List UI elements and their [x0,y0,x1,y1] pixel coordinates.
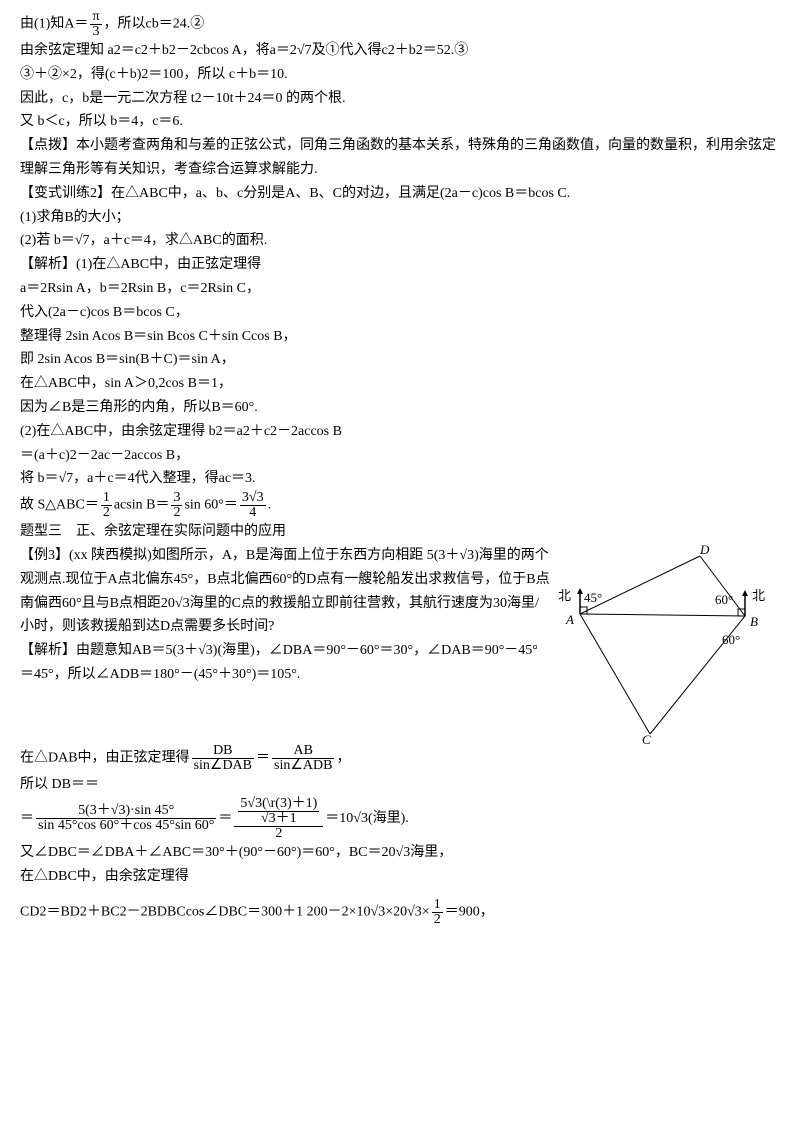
text-line: 题型三 正、余弦定理在实际问题中的应用 [20,520,780,544]
text: 由(1)知A＝ [20,17,88,32]
text: ＝ [256,751,270,766]
figure-svg: D A B C 北 北 45° 60° 60° [550,544,770,744]
numerator: 5√3(\r(3)＋1)√3＋1 [234,797,323,827]
figure-wrap-block: 【例3】(xx 陕西模拟)如图所示，A，B是海面上位于东西方向相距 5(3＋√3… [20,544,780,744]
label-60b: 60° [722,632,740,647]
north-arrowhead-a [577,588,583,594]
text-line: 将 b＝√7，a＋c＝4代入整理，得ac＝3. [20,467,780,491]
text: ＝ [20,811,34,826]
fraction: 3√34 [240,491,266,520]
text-line: 整理得 2sin Acos B＝sin Bcos C＋sin Ccos B， [20,325,780,349]
text-line: 由(1)知A＝π3，所以cb＝24.② [20,10,780,39]
text: 在△DAB中，由正弦定理得 [20,751,190,766]
document-page: 由(1)知A＝π3，所以cb＝24.② 由余弦定理知 a2＝c2＋b2－2cbc… [0,0,800,947]
text-line: 【例3】(xx 陕西模拟)如图所示，A，B是海面上位于东西方向相距 5(3＋√3… [20,544,550,639]
text: ＝10√3(海里). [325,811,409,826]
fraction: π3 [90,10,101,39]
text: sin 60°＝ [184,498,237,513]
text-line: (2)在△ABC中，由余弦定理得 b2＝a2＋c2－2accos B [20,420,780,444]
text-line: 在△ABC中，sin A＞0,2cos B＝1， [20,372,780,396]
north-arrowhead-b [742,590,748,596]
line-AD [580,556,700,614]
denominator: 2 [101,506,112,520]
denominator: sin∠DAB [192,759,254,773]
text-line: 【变式训练2】在△ABC中，a、b、c分别是A、B、C的对边，且满足(2a－c)… [20,182,780,206]
label-60a: 60° [715,592,733,607]
line-AB [580,614,745,616]
line-AC [580,614,650,734]
text-line: ＝5(3＋√3)·sin 45°sin 45°cos 60°＋cos 45°si… [20,797,780,841]
denominator: 2 [432,913,443,927]
denominator: 2 [171,506,182,520]
text-line: 即 2sin Acos B＝sin(B＋C)＝sin A， [20,348,780,372]
numerator: 5√3(\r(3)＋1) [238,797,319,812]
fraction: 5(3＋√3)·sin 45°sin 45°cos 60°＋cos 45°sin… [36,804,216,833]
wrapped-text: 【例3】(xx 陕西模拟)如图所示，A，B是海面上位于东西方向相距 5(3＋√3… [20,544,550,687]
text-line: ③＋②×2，得(c＋b)2＝100，所以 c＋b＝10. [20,63,780,87]
fraction: ABsin∠ADB [272,744,334,773]
text-line: 故 S△ABC＝12acsin B＝32sin 60°＝3√34. [20,491,780,520]
denominator: 3 [90,25,101,39]
fraction: 32 [171,491,182,520]
numerator: 1 [432,898,443,913]
numerator: 3√3 [240,491,266,506]
fraction: DBsin∠DAB [192,744,254,773]
text-line: (2)若 b＝√7，a＋c＝4，求△ABC的面积. [20,229,780,253]
text-line: 因为∠B是三角形的内角，所以B＝60°. [20,396,780,420]
text-line: ＝(a＋c)2－2ac－2accos B， [20,444,780,468]
text-line: 【解析】(1)在△ABC中，由正弦定理得 [20,253,780,277]
denominator: sin∠ADB [272,759,334,773]
text-line: 代入(2a－c)cos B＝bcos C， [20,301,780,325]
numerator: 3 [171,491,182,506]
fraction-nested: 5√3(\r(3)＋1)√3＋12 [234,797,323,841]
numerator: DB [192,744,254,759]
text-line: 在△DBC中，由余弦定理得 [20,865,780,889]
denominator: √3＋1 [238,812,319,826]
label-45: 45° [584,590,602,605]
text-line: 【点拨】本小题考查两角和与差的正弦公式，同角三角函数的基本关系，特殊角的三角函数… [20,134,780,182]
geometry-figure: D A B C 北 北 45° 60° 60° [550,544,770,744]
text-line: (1)求角B的大小； [20,206,780,230]
label-C: C [642,732,651,744]
text-line: 在△DAB中，由正弦定理得DBsin∠DAB＝ABsin∠ADB， [20,744,780,773]
fraction: 12 [101,491,112,520]
numerator: 1 [101,491,112,506]
text: 故 S△ABC＝ [20,498,99,513]
text-line: 因此，c，b是一元二次方程 t2－10t＋24＝0 的两个根. [20,87,780,111]
text: ，所以cb＝24.② [104,17,205,32]
label-north-a: 北 [558,588,571,603]
fraction: 12 [432,898,443,927]
text-line: 又 b＜c，所以 b＝4，c＝6. [20,110,780,134]
numerator: π [90,10,101,25]
text-line: 所以 DB＝＝ [20,773,780,797]
text-line: 【解析】由题意知AB＝5(3＋√3)(海里)，∠DBA＝90°－60°＝30°，… [20,639,550,687]
text: ＝ [218,811,232,826]
denominator: 4 [240,506,266,520]
label-D: D [699,544,710,557]
text: CD2＝BD2＋BC2－2BDBCcos∠DBC＝300＋1 200－2×10√… [20,905,430,920]
text-line: CD2＝BD2＋BC2－2BDBCcos∠DBC＝300＋1 200－2×10√… [20,898,780,927]
label-north-b: 北 [752,588,765,603]
numerator: 5(3＋√3)·sin 45° [36,804,216,819]
text: . [268,498,272,513]
text-line: 又∠DBC＝∠DBA＋∠ABC＝30°＋(90°－60°)＝60°，BC＝20√… [20,841,780,865]
numerator: AB [272,744,334,759]
text: acsin B＝ [114,498,170,513]
text: ＝900， [445,905,494,920]
label-B: B [750,614,758,629]
text-line: 由余弦定理知 a2＝c2＋b2－2cbcos A，将a＝2√7及①代入得c2＋b… [20,39,780,63]
text: ， [336,751,350,766]
line-BD [700,556,745,616]
fraction: 5√3(\r(3)＋1)√3＋1 [238,797,319,826]
text-line: a＝2Rsin A，b＝2Rsin B，c＝2Rsin C， [20,277,780,301]
denominator: 2 [234,827,323,841]
label-A: A [565,612,574,627]
denominator: sin 45°cos 60°＋cos 45°sin 60° [36,819,216,833]
